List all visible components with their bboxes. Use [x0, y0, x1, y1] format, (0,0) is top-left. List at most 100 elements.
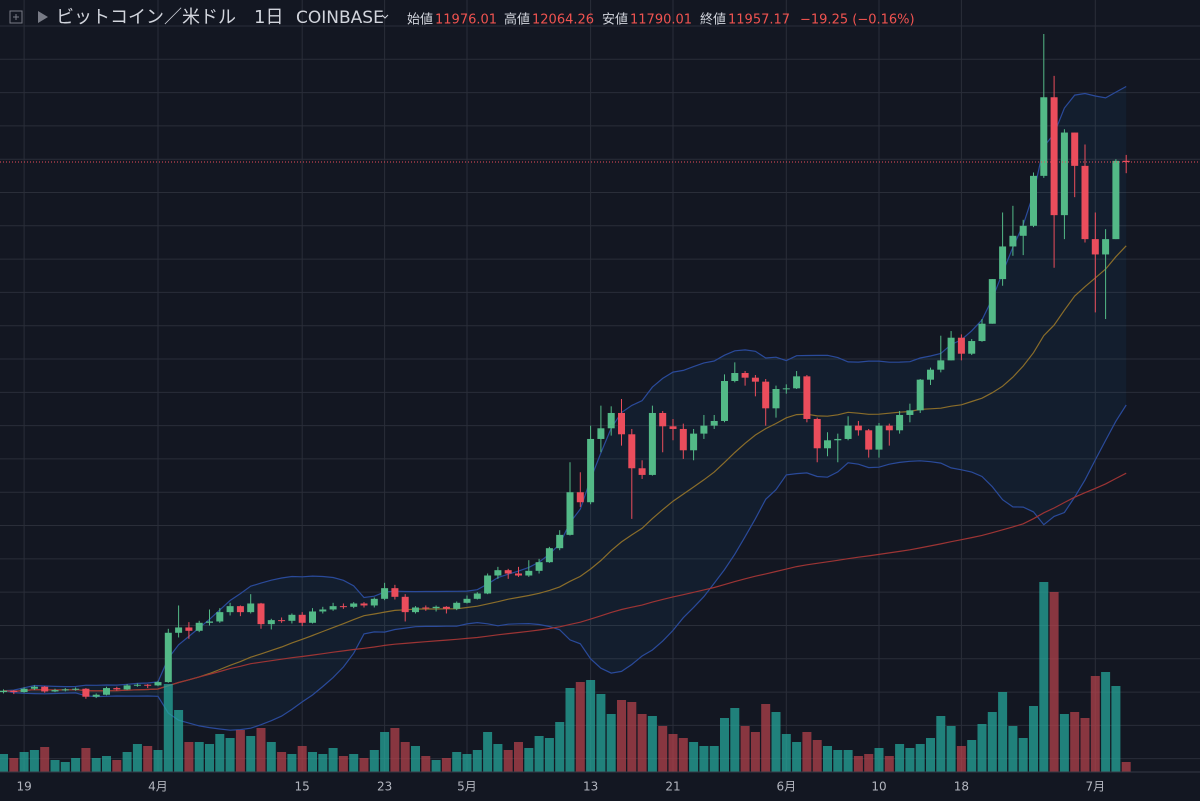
dropdown-arrow[interactable] — [381, 14, 389, 19]
candle-body — [721, 381, 728, 421]
volume-bar — [596, 694, 606, 772]
candle-body — [1122, 160, 1130, 163]
candle-body — [916, 379, 924, 411]
volume-bar — [132, 744, 142, 772]
candle-body — [309, 611, 316, 623]
candle-body — [751, 377, 759, 382]
candle-body — [618, 412, 625, 435]
volume-bar — [627, 702, 637, 772]
low-label: 安値 — [602, 12, 628, 28]
candle-body — [762, 381, 770, 409]
candle-body — [1071, 132, 1079, 166]
candle-body — [906, 410, 914, 415]
x-axis-background — [0, 772, 1200, 801]
candle-body — [401, 596, 409, 613]
plus-icon — [13, 14, 19, 20]
flag-icon[interactable] — [37, 11, 48, 23]
candle-body — [154, 682, 162, 686]
candle-body — [164, 632, 172, 683]
volume-bar — [1008, 726, 1018, 772]
candle-body — [1112, 160, 1120, 240]
candle-body — [679, 428, 687, 451]
candle-body — [772, 388, 780, 409]
candle-body — [92, 694, 100, 697]
symbol-title[interactable]: ビットコイン／米ドル — [56, 7, 236, 28]
candle-body — [432, 606, 440, 609]
volume-bar — [987, 712, 997, 772]
volume-bar — [1070, 712, 1080, 772]
candle-body — [999, 246, 1007, 280]
candle-body — [144, 684, 152, 686]
volume-bar — [194, 742, 204, 772]
volume-bar — [1111, 686, 1121, 772]
candle-body — [329, 606, 337, 610]
volume-bar — [153, 750, 163, 772]
volume-bar — [102, 756, 111, 772]
bollinger-upper — [3, 85, 1127, 692]
high-label: 高値 — [504, 12, 530, 28]
candle-body — [710, 420, 718, 426]
volume-bar — [895, 744, 905, 772]
volume-bar — [338, 756, 348, 772]
volume-bar — [19, 752, 29, 772]
volume-bar — [81, 748, 91, 772]
volume-bar — [1090, 676, 1100, 772]
candle-body — [319, 609, 327, 612]
exchange[interactable]: COINBASE — [296, 8, 384, 28]
volume-bar — [946, 726, 956, 772]
volume-bar — [926, 738, 935, 772]
interval[interactable]: 1日 — [254, 7, 283, 28]
indicators — [3, 85, 1127, 731]
candle-body — [875, 425, 883, 450]
candle-body — [339, 606, 347, 608]
volume-bar — [555, 722, 565, 772]
bollinger-lower — [3, 404, 1127, 731]
candle-body — [566, 492, 574, 535]
volume-bar — [637, 714, 647, 772]
candle-body — [473, 593, 481, 599]
volume-bar — [1059, 714, 1069, 772]
volume-bar — [967, 740, 977, 772]
volume-bar — [1018, 738, 1028, 772]
volume-bar — [699, 746, 709, 772]
candle-body — [576, 492, 584, 503]
volume — [0, 582, 1131, 772]
volume-bar — [225, 738, 235, 772]
volume-bar — [853, 756, 863, 772]
candle-body — [278, 620, 286, 622]
volume-bar — [483, 732, 493, 772]
volume-bar — [750, 732, 760, 772]
volume-bar — [452, 752, 462, 772]
candle-body — [597, 428, 605, 439]
volume-bar — [1101, 672, 1111, 772]
volume-bar — [184, 742, 194, 772]
volume-bar — [781, 734, 791, 772]
volume-bar — [1080, 718, 1090, 772]
volume-bar — [575, 682, 585, 772]
candle-body — [247, 603, 255, 613]
candle-body — [257, 603, 265, 625]
candle-body — [1009, 235, 1017, 247]
close-value: 11957.17 — [728, 13, 790, 28]
high-value: 12064.26 — [532, 13, 594, 28]
volume-bar — [235, 730, 245, 772]
candle-body — [741, 373, 749, 378]
candle-body — [82, 688, 90, 697]
volume-bar — [1121, 762, 1131, 772]
candle-body — [515, 573, 522, 576]
volume-bar — [411, 746, 420, 772]
volume-bar — [874, 748, 884, 772]
candle-body — [206, 621, 213, 623]
volume-bar — [328, 748, 338, 772]
volume-bar — [534, 736, 544, 772]
add-symbol-icon[interactable] — [9, 10, 23, 24]
volume-bar — [163, 684, 173, 772]
volume-bar — [709, 746, 719, 772]
volume-bar — [349, 754, 359, 772]
volume-bar — [71, 758, 81, 772]
volume-bar — [0, 754, 8, 772]
close-label: 終値 — [700, 12, 726, 28]
volume-bar — [668, 734, 678, 772]
volume-bar — [112, 760, 122, 772]
volume-bar — [730, 708, 740, 772]
